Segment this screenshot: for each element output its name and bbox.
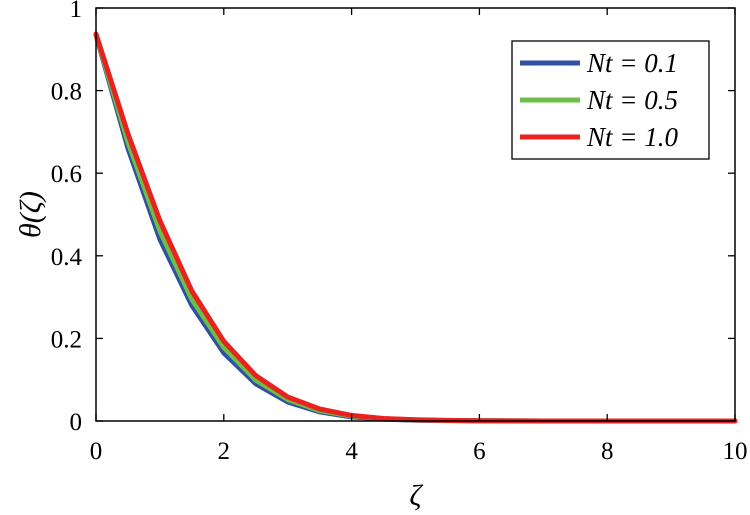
x-tick-label: 0 [90,438,103,465]
x-tick-label: 8 [601,438,614,465]
legend: Nt = 0.1 Nt = 0.5 Nt = 1.0 [511,40,710,160]
y-tick-label: 1 [70,0,83,23]
x-tick-label: 2 [218,438,231,465]
y-tick-label: 0 [70,409,83,436]
y-tick-label: 0.6 [51,161,82,188]
plot-frame [95,7,736,422]
ticks-layer: 0 2 4 6 8 10 0 0.2 0.4 0.6 0.8 1 [51,0,748,465]
x-tick-label: 4 [345,438,358,465]
y-tick-label: 0.8 [51,79,82,106]
y-tick-label: 0.4 [51,244,83,271]
x-tick-label: 6 [473,438,486,465]
x-tick-label: 10 [723,438,748,465]
legend-label: Nt = 0.1 [586,48,678,78]
y-axis-label: θ(ζ) [14,191,47,238]
legend-label: Nt = 1.0 [586,122,678,152]
y-tick-label: 0.2 [51,326,82,353]
legend-label: Nt = 0.5 [586,85,678,115]
x-axis-label: ζ [409,479,423,512]
